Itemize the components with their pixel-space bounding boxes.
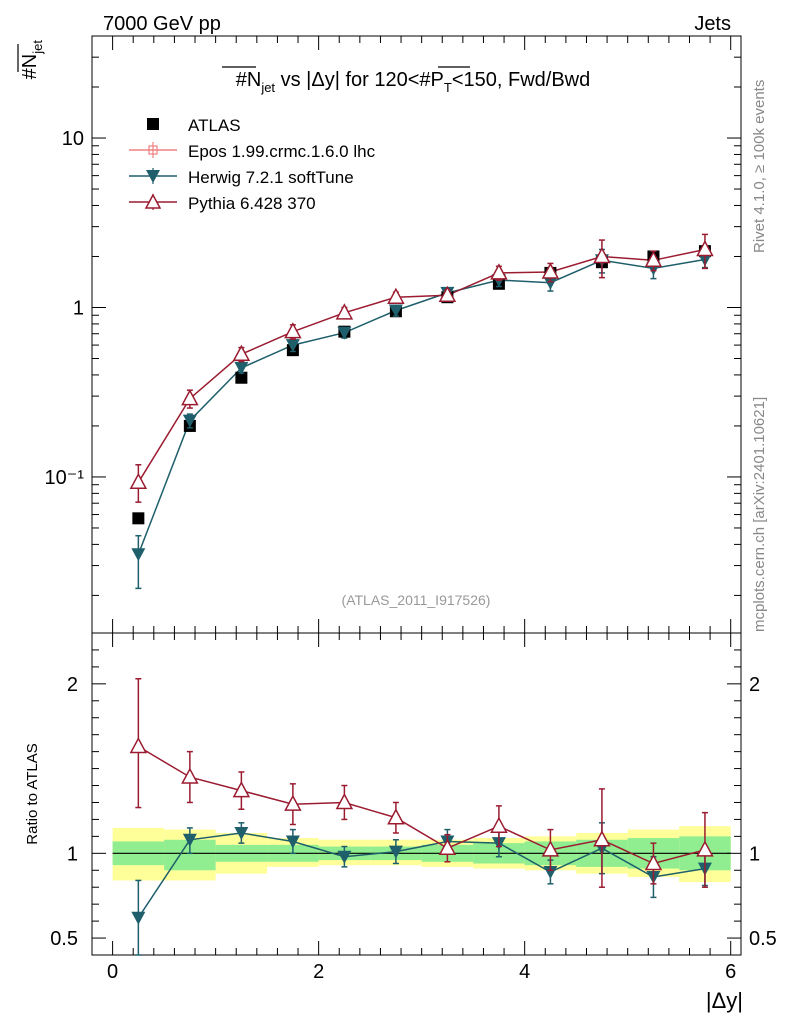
- atlas-point: [132, 512, 145, 525]
- ratio-pythia-point: [335, 792, 354, 810]
- ratio-pythia-point: [129, 736, 148, 754]
- ratio-herwig-point: [131, 911, 146, 925]
- main-title: #Njet vs |Δy| for 120<#PT<150, Fwd/Bwd: [236, 69, 591, 95]
- ratio-bands: [112, 826, 731, 883]
- herwig-point: [182, 414, 197, 428]
- header-left: 7000 GeV pp: [103, 13, 221, 35]
- header-right: Jets: [694, 13, 731, 35]
- legend-item-square: ATLAS: [147, 116, 241, 135]
- y-tick-label: 1: [73, 297, 84, 319]
- ratio-herwig-point: [388, 845, 403, 859]
- herwig-point: [337, 326, 352, 340]
- legend-square-marker: [147, 118, 159, 130]
- ratio-pythia-point: [232, 781, 251, 798]
- series-line-pythia: [137, 248, 706, 483]
- legend-label: Pythia 6.428 370: [188, 194, 316, 213]
- pythia-point: [387, 287, 405, 304]
- legend-item-triangle-down: Herwig 7.2.1 softTune: [129, 168, 354, 187]
- main-ylabel-sub: jet: [30, 40, 45, 55]
- title-part-b: vs |Δy| for 120<#P: [275, 69, 444, 91]
- y-tick-label: 10⁻¹: [45, 467, 85, 489]
- ratio-herwig-point: [182, 833, 197, 847]
- pythia-point: [490, 263, 508, 280]
- ratio-y-tick-label-left: 0.5: [50, 928, 78, 950]
- pythia-point: [696, 239, 714, 257]
- ratio-axes: 0.5 0.5 1 1 2 2 0 2 4 6: [50, 632, 777, 983]
- ratio-x-tick-label: 4: [519, 961, 530, 983]
- ratio-herwig-point: [543, 865, 558, 879]
- pythia-point: [284, 322, 302, 339]
- ratio-frame: [91, 632, 742, 956]
- pythia-point: [644, 250, 663, 268]
- atlas-point: [235, 371, 248, 384]
- ratio-pythia-point: [593, 830, 611, 847]
- ratio-pythia-point: [181, 767, 199, 784]
- ratio-xlabel: |Δy|: [706, 988, 743, 1013]
- ratio-y-tick-label-right: 2: [749, 674, 760, 696]
- ratio-pythia-point: [284, 794, 302, 811]
- ratio-ylabel: Ratio to ATLAS: [24, 743, 41, 844]
- legend-triangle-marker: [146, 170, 160, 183]
- title-part-a: #N: [236, 69, 262, 91]
- ratio-herwig-point: [234, 826, 249, 840]
- ratio-x-tick-label: 2: [313, 961, 324, 983]
- ratio-panel: 0.5 0.5 1 1 2 2 0 2 4 6 Ratio to ATLAS |Δy|: [24, 632, 777, 1013]
- pythia-point: [232, 344, 251, 361]
- pythia-point: [129, 472, 148, 490]
- ratio-line-pythia: [138, 745, 706, 865]
- legend-item-open-triangle: Pythia 6.428 370: [129, 193, 316, 213]
- pythia-point: [541, 262, 560, 279]
- series-line-herwig: [137, 258, 706, 555]
- ratio-y-tick-label-right: 1: [749, 843, 760, 865]
- legend: ATLAS Epos 1.99.crmc.1.6.0 lhc Herwig 7.2.…: [129, 116, 376, 213]
- main-ylabel: #Njet: [19, 40, 45, 80]
- ratio-y-tick-label-left: 2: [67, 674, 78, 696]
- legend-open-triangle-marker: [144, 193, 162, 209]
- ratio-line-herwig: [137, 832, 706, 919]
- ratio-x-tick-label: 6: [725, 961, 736, 983]
- pythia-point: [438, 285, 457, 303]
- legend-label: Herwig 7.2.1 softTune: [188, 168, 354, 187]
- ratio-series: [129, 678, 714, 956]
- pythia-point: [181, 389, 199, 406]
- ratio-pythia-point: [387, 808, 405, 825]
- title-part-b-sub: T: [444, 80, 452, 95]
- ratio-herwig-point: [285, 835, 300, 849]
- rivet-label: Rivet 4.1.0, ≥ 100k events: [751, 80, 768, 253]
- main-axes: 10⁻¹ 1 10: [45, 35, 741, 633]
- ratio-y-tick-label-left: 1: [67, 843, 78, 865]
- herwig-point: [234, 361, 249, 375]
- y-tick-label: 10: [62, 128, 84, 150]
- herwig-point: [285, 339, 300, 353]
- legend-label: Epos 1.99.crmc.1.6.0 lhc: [188, 142, 376, 161]
- ratio-pythia-point: [644, 853, 663, 871]
- herwig-point: [543, 276, 558, 290]
- herwig-point: [388, 304, 403, 318]
- analysis-tag: (ATLAS_2011_I917526): [342, 592, 491, 608]
- pythia-point: [335, 303, 354, 320]
- legend-item-open-cross: Epos 1.99.crmc.1.6.0 lhc: [129, 142, 376, 161]
- mcplots-label: mcplots.cern.ch [arXiv:2401.10621]: [751, 397, 768, 632]
- title-part-a-sub: jet: [260, 80, 275, 95]
- title-part-c: <150, Fwd/Bwd: [452, 69, 590, 91]
- herwig-point: [131, 548, 146, 562]
- ratio-x-tick-label: 0: [107, 961, 118, 983]
- legend-label: ATLAS: [188, 116, 241, 135]
- ratio-pythia-point: [490, 816, 508, 833]
- ratio-y-tick-label-right: 0.5: [749, 928, 777, 950]
- pythia-point: [593, 246, 611, 264]
- legend-cross-marker: [148, 145, 158, 155]
- ratio-herwig-point: [337, 850, 352, 864]
- main-ylabel-main: #N: [19, 54, 41, 80]
- ratio-pythia-point: [541, 840, 560, 857]
- ratio-pythia-point: [438, 838, 457, 855]
- ratio-pythia-point: [696, 840, 714, 857]
- main-series: [129, 233, 714, 590]
